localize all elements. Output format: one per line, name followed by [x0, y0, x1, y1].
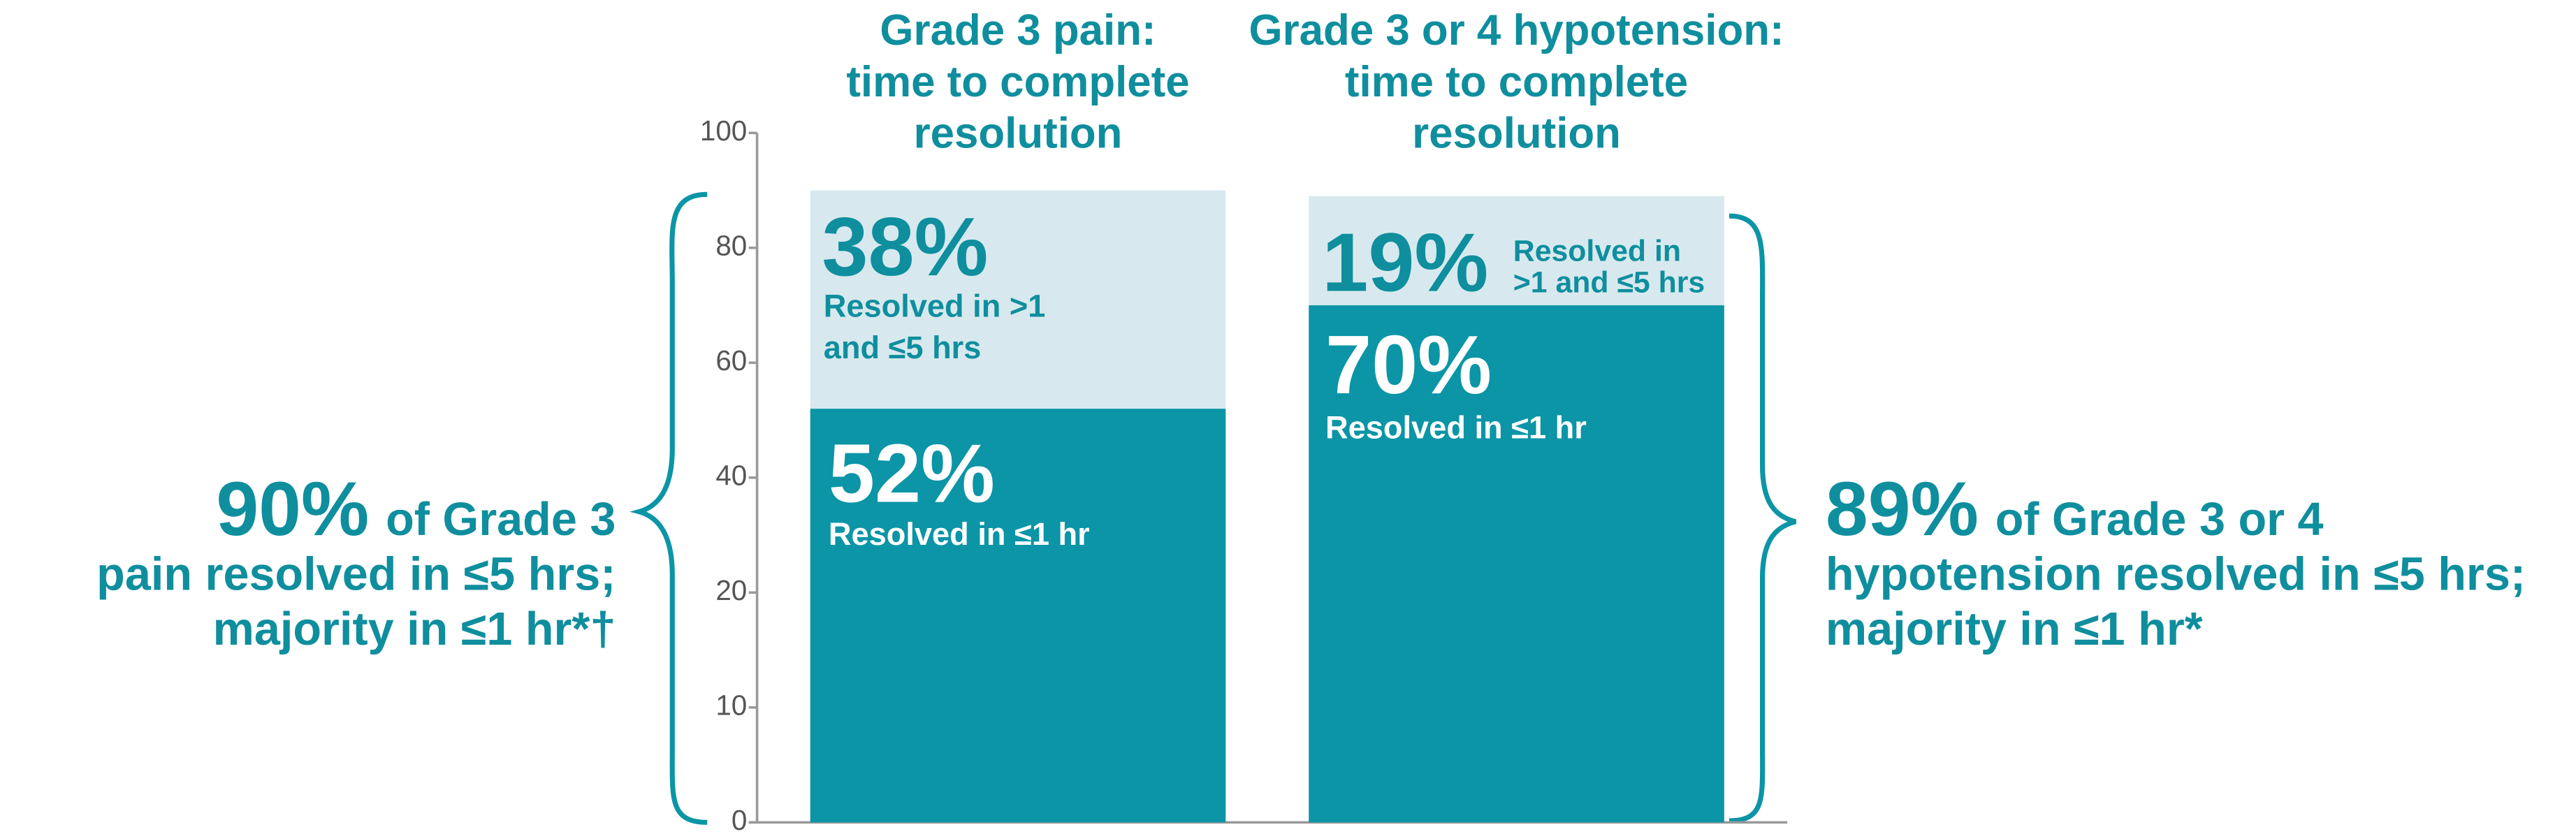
left-brace	[630, 191, 708, 825]
category-title: Grade 3 pain: time to complete resolution	[846, 6, 1189, 157]
y-tick-label: 20	[715, 574, 747, 606]
bar-segment	[810, 190, 1226, 409]
annotation-highlight: 90%	[216, 467, 369, 552]
y-tick-label: 80	[715, 229, 747, 261]
annotation-line: hypotension resolved in ≤5 hrs;	[1826, 548, 2526, 600]
annotation-highlight: 89%	[1826, 467, 1979, 552]
bar-segment	[1309, 305, 1724, 823]
annotation-line: 90% of Grade 3	[216, 467, 616, 552]
annotation-line: 89% of Grade 3 or 4	[1826, 467, 2324, 552]
segment-label: Resolved in >1 and ≤5 hrs	[1513, 235, 1705, 300]
annotation-line: majority in ≤1 hr*†	[213, 603, 616, 655]
category-title: Grade 3 or 4 hypotension: time to complet…	[1249, 6, 1784, 157]
annotation-text: of Grade 3 or 4	[1995, 494, 2324, 546]
y-tick-label: 10	[715, 689, 747, 722]
segment-label: Resolved in ≤1 hr	[829, 516, 1090, 552]
value-label: 70%	[1325, 319, 1492, 411]
right-brace	[1729, 213, 1797, 824]
bar-segment	[810, 409, 1226, 823]
value-label: 38%	[822, 200, 988, 293]
y-tick-label: 100	[700, 115, 747, 147]
annotation-line: pain resolved in ≤5 hrs;	[96, 548, 616, 600]
segment-label: Resolved in >1 and ≤5 hrs	[824, 288, 1046, 365]
y-tick-label: 60	[715, 344, 747, 376]
segment-label: Resolved in ≤1 hr	[1325, 409, 1587, 445]
y-tick-label: 40	[715, 460, 747, 492]
value-label: 19%	[1322, 216, 1488, 309]
bar-segment	[1309, 196, 1724, 306]
value-label: 52%	[829, 427, 995, 520]
annotation-text: of Grade 3	[386, 494, 616, 546]
annotation-line: majority in ≤1 hr*	[1826, 603, 2203, 655]
y-tick-label: 0	[732, 804, 747, 834]
